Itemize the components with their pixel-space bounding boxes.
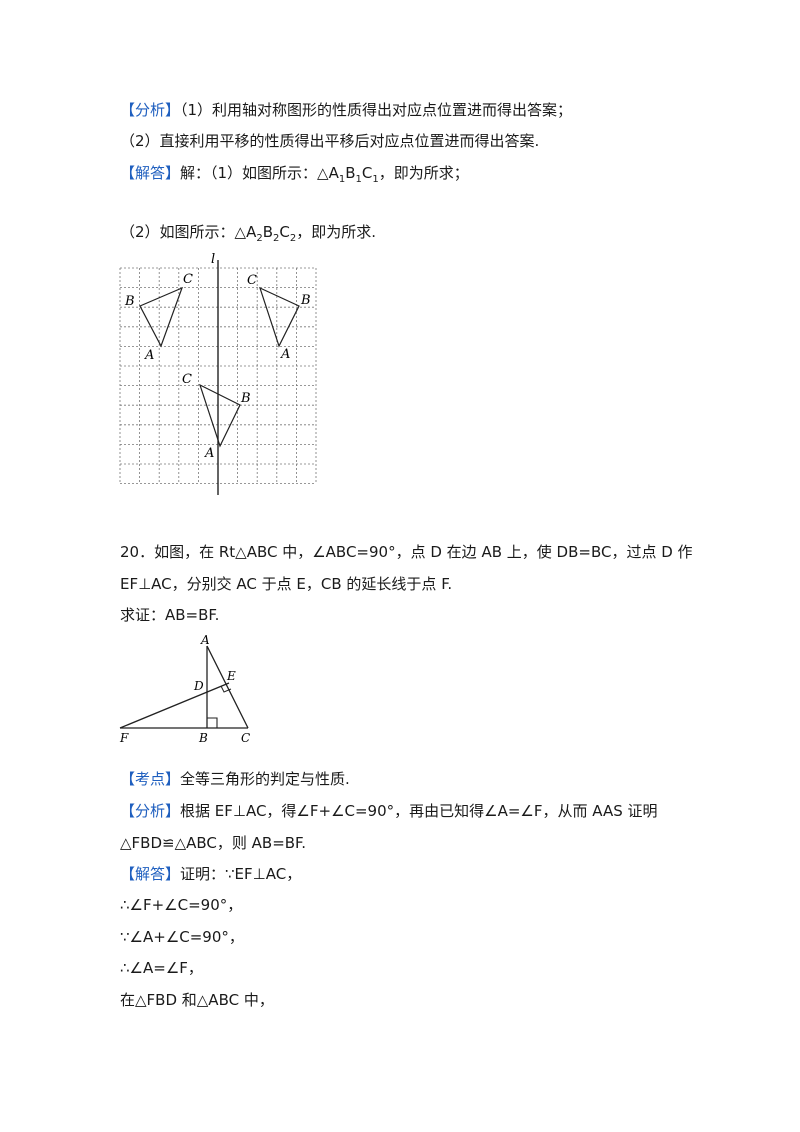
triangle-a2b2c2 — [198, 383, 241, 448]
analysis-line-2: （2）直接利用平移的性质得出平移后对应点位置进而得出答案. — [120, 132, 540, 150]
answer-analysis-line-1: 【分析】根据 EF⊥AC，得∠F+∠C=90°，再由已知得∠A=∠F，从而 AA… — [120, 802, 658, 820]
segment-fe — [119, 682, 230, 729]
problem20-line-2: EF⊥AC，分别交 AC 于点 E，CB 的延长线于点 F. — [120, 575, 453, 593]
symmetry-grid-figure: l C B A C B A C B A — [119, 252, 317, 495]
answer-analysis-tag: 【分析】 — [120, 802, 181, 820]
tri-label-d: D — [193, 679, 204, 693]
right-angle-e — [220, 685, 232, 693]
problem20-line-1: 20．如图，在 Rt△ABC 中，∠ABC=90°，点 D 在边 AB 上，使 … — [120, 543, 693, 561]
label-b1: B — [124, 294, 135, 309]
label-a1: A — [144, 348, 154, 363]
problem20-prove: 求证：AB=BF. — [120, 606, 220, 624]
analysis-line-1: 【分析】（1）利用轴对称图形的性质得出对应点位置进而得出答案； — [120, 99, 572, 121]
solution-line-2: （2）如图所示：△A2B2C2，即为所求. — [120, 223, 377, 244]
triangle-abc — [259, 286, 300, 348]
proof-step-3: ∴∠A=∠F， — [120, 959, 203, 977]
proof-step-4: 在△FBD 和△ABC 中， — [120, 991, 274, 1009]
kaodian-line: 【考点】全等三角形的判定与性质. — [120, 770, 350, 788]
answer-solution-line: 【解答】证明：∵EF⊥AC， — [120, 865, 302, 883]
label-b: B — [300, 293, 311, 308]
analysis-tag: 【分析】 — [120, 101, 181, 119]
label-a2: A — [204, 446, 214, 461]
answer-analysis-line-2: △FBD≌△ABC，则 AB=BF. — [120, 834, 307, 852]
analysis-text-1: （1）利用轴对称图形的性质得出对应点位置进而得出答案； — [180, 101, 573, 119]
label-c: C — [247, 273, 257, 288]
label-b2: B — [240, 391, 251, 406]
solution-line-1: 【解答】解：（1）如图所示：△A1B1C1，即为所求； — [120, 164, 469, 185]
triangle-a1b1c1 — [139, 286, 184, 348]
tri-label-b: B — [198, 731, 208, 745]
right-angle-b — [207, 717, 218, 728]
triangle-figure: A D E F B C — [119, 633, 250, 745]
tri-label-c: C — [241, 731, 250, 745]
tri-label-f: F — [119, 731, 129, 745]
tri-label-e: E — [226, 669, 236, 683]
axis-label-l: l — [211, 252, 215, 267]
label-c2: C — [182, 372, 192, 387]
proof-step-2: ∵∠A+∠C=90°， — [120, 928, 244, 946]
segment-ac — [206, 645, 249, 729]
solution-tag: 【解答】 — [120, 164, 181, 182]
kaodian-tag: 【考点】 — [120, 770, 181, 788]
label-c1: C — [183, 272, 193, 287]
tri-label-a: A — [200, 633, 210, 647]
proof-step-1: ∴∠F+∠C=90°， — [120, 896, 243, 914]
label-a: A — [280, 347, 290, 362]
answer-solution-tag: 【解答】 — [120, 865, 181, 883]
